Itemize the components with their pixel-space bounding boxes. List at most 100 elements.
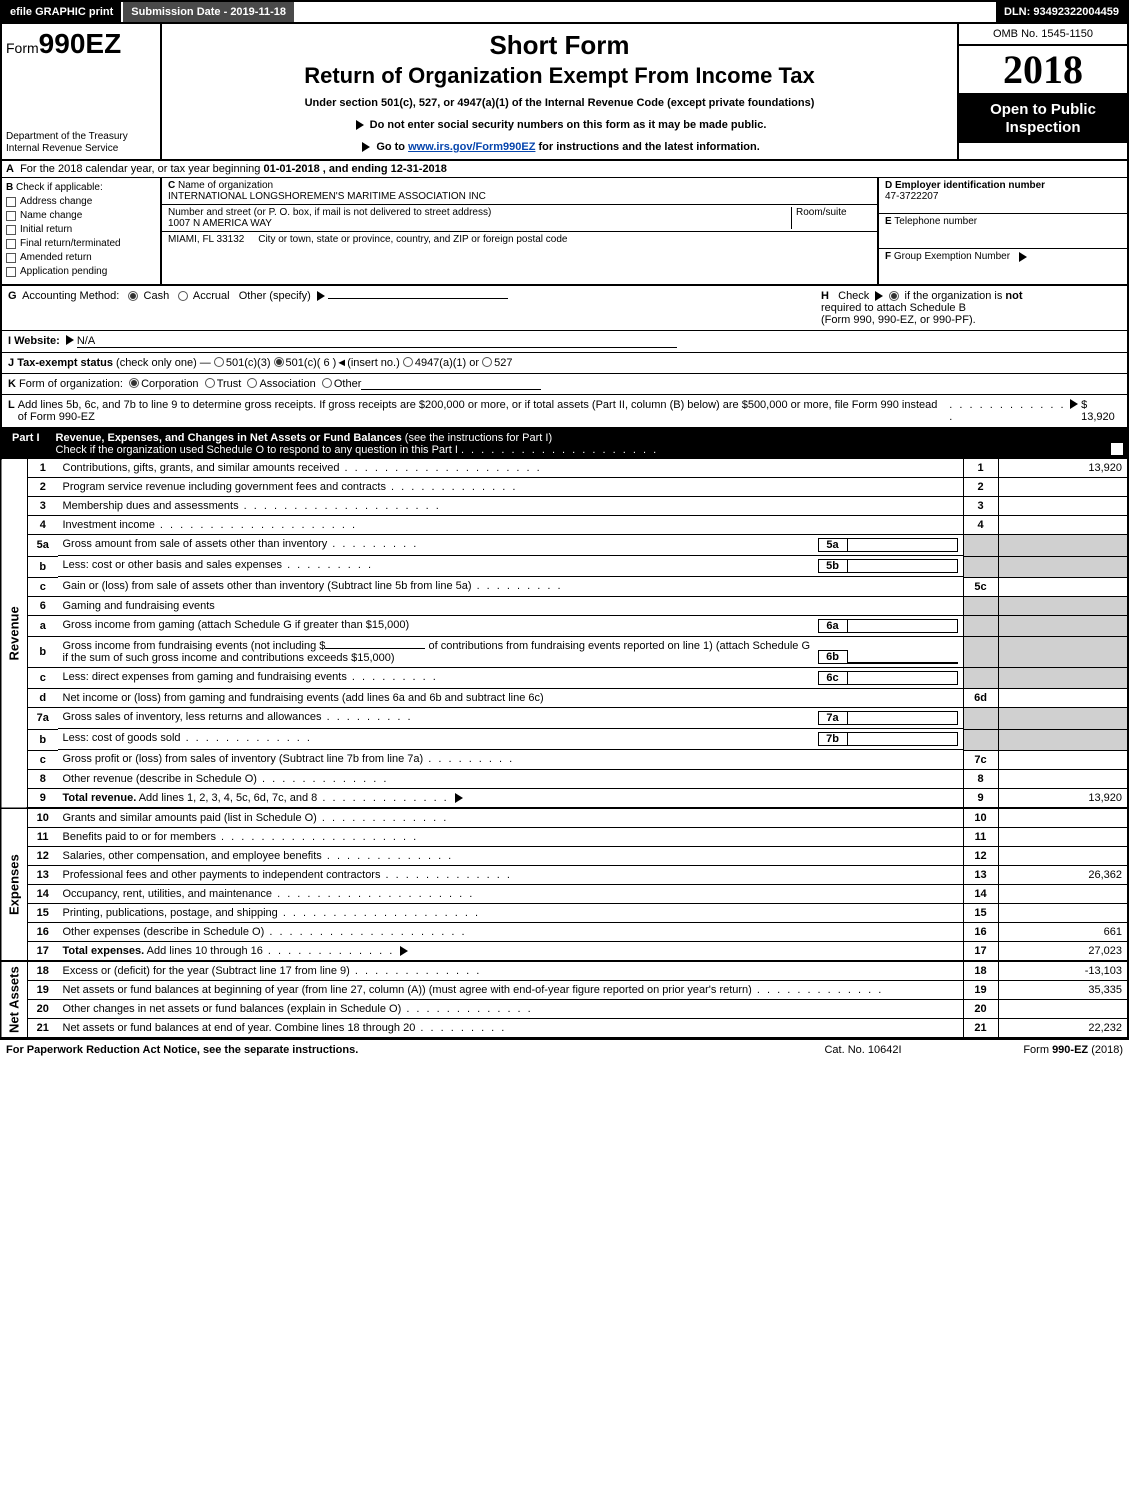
- line-6b-miniamt: [848, 662, 958, 664]
- line-18-amt: -13,103: [998, 961, 1128, 981]
- line-11-box: 11: [963, 827, 998, 846]
- line-4-box: 4: [963, 516, 998, 535]
- row-h-text3: required to attach Schedule B: [821, 302, 966, 314]
- goto-post: for instructions and the latest informat…: [535, 141, 759, 153]
- radio-527[interactable]: [482, 357, 492, 367]
- line-2-text: Program service revenue including govern…: [58, 478, 964, 497]
- line-6b-num: b: [28, 637, 58, 668]
- chk-name-change[interactable]: Name change: [6, 210, 156, 221]
- row-g-h: G Accounting Method: Cash Accrual Other …: [0, 286, 1129, 331]
- part1-header: Part I Revenue, Expenses, and Changes in…: [0, 429, 1129, 459]
- line-18-num: 18: [28, 961, 58, 981]
- radio-4947[interactable]: [403, 357, 413, 367]
- k-other-input[interactable]: [361, 378, 541, 390]
- chk-application-pending[interactable]: Application pending: [6, 266, 156, 277]
- line-7b-mini: 7b: [818, 732, 848, 746]
- topbar-spacer: [294, 2, 996, 22]
- chk-amended-return[interactable]: Amended return: [6, 252, 156, 263]
- line-10-num: 10: [28, 808, 58, 828]
- j-o1: 501(c)(3): [226, 357, 271, 369]
- footer-form: Form 990-EZ (2018): [963, 1044, 1123, 1056]
- line-7b-amt: [998, 729, 1128, 750]
- line-21-text: Net assets or fund balances at end of ye…: [58, 1018, 964, 1038]
- line-6a-amt: [998, 615, 1128, 637]
- info-right: D Employer identification number 47-3722…: [877, 178, 1127, 284]
- line-7c-amt: [998, 750, 1128, 769]
- row-h-text2: if the organization is: [905, 290, 1003, 302]
- row-f: F Group Exemption Number: [879, 249, 1127, 284]
- line-7c-num: c: [28, 750, 58, 769]
- city-val: MIAMI, FL 33132: [168, 234, 244, 245]
- efile-print-button[interactable]: efile GRAPHIC print: [2, 2, 123, 22]
- line-21-num: 21: [28, 1018, 58, 1038]
- line-8-box: 8: [963, 769, 998, 788]
- other-specify-input[interactable]: [328, 298, 508, 299]
- dept-treasury: Department of the Treasury: [6, 131, 156, 143]
- line-7a-miniamt: [848, 711, 958, 725]
- goto-pre: Go to: [376, 141, 408, 153]
- line-6c-text: Less: direct expenses from gaming and fu…: [58, 668, 963, 689]
- line-17-text: Total expenses. Add lines 10 through 16: [58, 941, 964, 961]
- row-a-mid: , and ending: [323, 163, 391, 175]
- line-13-text: Professional fees and other payments to …: [58, 865, 964, 884]
- donot-line: Do not enter social security numbers on …: [168, 119, 951, 131]
- line-6c-mini: 6c: [818, 671, 848, 685]
- row-h-not: not: [1005, 290, 1022, 302]
- line-5b-box: [963, 556, 998, 577]
- radio-other[interactable]: [322, 378, 332, 388]
- side-expenses: Expenses: [1, 808, 28, 961]
- row-c: C Name of organization INTERNATIONAL LON…: [162, 178, 877, 284]
- line-3-amt: [998, 497, 1128, 516]
- line-5a-text: Gross amount from sale of assets other t…: [58, 535, 963, 556]
- line-6b-input[interactable]: [325, 648, 425, 649]
- arrow-icon: [356, 120, 364, 130]
- part1-title: Revenue, Expenses, and Changes in Net As…: [50, 429, 1107, 459]
- page-footer: For Paperwork Reduction Act Notice, see …: [0, 1039, 1129, 1060]
- chk-address-change[interactable]: Address change: [6, 196, 156, 207]
- chk-schedule-b[interactable]: [889, 291, 899, 301]
- addr-lbl: Number and street (or P. O. box, if mail…: [168, 207, 491, 218]
- line-2-box: 2: [963, 478, 998, 497]
- line-16-amt: 661: [998, 922, 1128, 941]
- arrow-icon: [455, 793, 463, 803]
- form-number: Form990EZ: [6, 28, 156, 60]
- line-6d-box: 6d: [963, 689, 998, 708]
- row-l-val: $ 13,920: [1081, 399, 1121, 423]
- radio-accrual[interactable]: [178, 291, 188, 301]
- line-6c-box: [963, 668, 998, 689]
- line-5b-num: b: [28, 556, 58, 577]
- radio-corp[interactable]: [129, 378, 139, 388]
- row-k: K Form of organization: Corporation Trus…: [0, 374, 1129, 395]
- chk-final-return[interactable]: Final return/terminated: [6, 238, 156, 249]
- chk-initial-return[interactable]: Initial return: [6, 224, 156, 235]
- arrow-icon: [362, 142, 370, 152]
- row-j-text: Tax-exempt status: [17, 357, 113, 369]
- line-5b-miniamt: [848, 559, 958, 573]
- radio-501c[interactable]: [274, 357, 284, 367]
- line-19-text: Net assets or fund balances at beginning…: [58, 980, 964, 999]
- radio-assoc[interactable]: [247, 378, 257, 388]
- radio-cash[interactable]: [128, 291, 138, 301]
- goto-link[interactable]: www.irs.gov/Form990EZ: [408, 141, 535, 153]
- radio-501c3[interactable]: [214, 357, 224, 367]
- line-16-box: 16: [963, 922, 998, 941]
- line-15-num: 15: [28, 903, 58, 922]
- row-k-label: K: [8, 378, 16, 390]
- row-i: I Website: N/A: [0, 331, 1129, 353]
- k-o2: Trust: [217, 378, 242, 390]
- line-12-num: 12: [28, 846, 58, 865]
- line-5b-mini: 5b: [818, 559, 848, 573]
- part1-checkbox[interactable]: ✔: [1110, 442, 1124, 456]
- addr-cell: Number and street (or P. O. box, if mail…: [162, 205, 877, 232]
- line-7b-num: b: [28, 729, 58, 750]
- line-8-text: Other revenue (describe in Schedule O): [58, 769, 964, 788]
- row-c-label: C: [168, 180, 175, 191]
- line-2-amt: [998, 478, 1128, 497]
- line-13-box: 13: [963, 865, 998, 884]
- line-20-text: Other changes in net assets or fund bala…: [58, 999, 964, 1018]
- line-15-box: 15: [963, 903, 998, 922]
- line-6c-amt: [998, 668, 1128, 689]
- line-11-text: Benefits paid to or for members: [58, 827, 964, 846]
- row-a: A For the 2018 calendar year, or tax yea…: [0, 161, 1129, 178]
- radio-trust[interactable]: [205, 378, 215, 388]
